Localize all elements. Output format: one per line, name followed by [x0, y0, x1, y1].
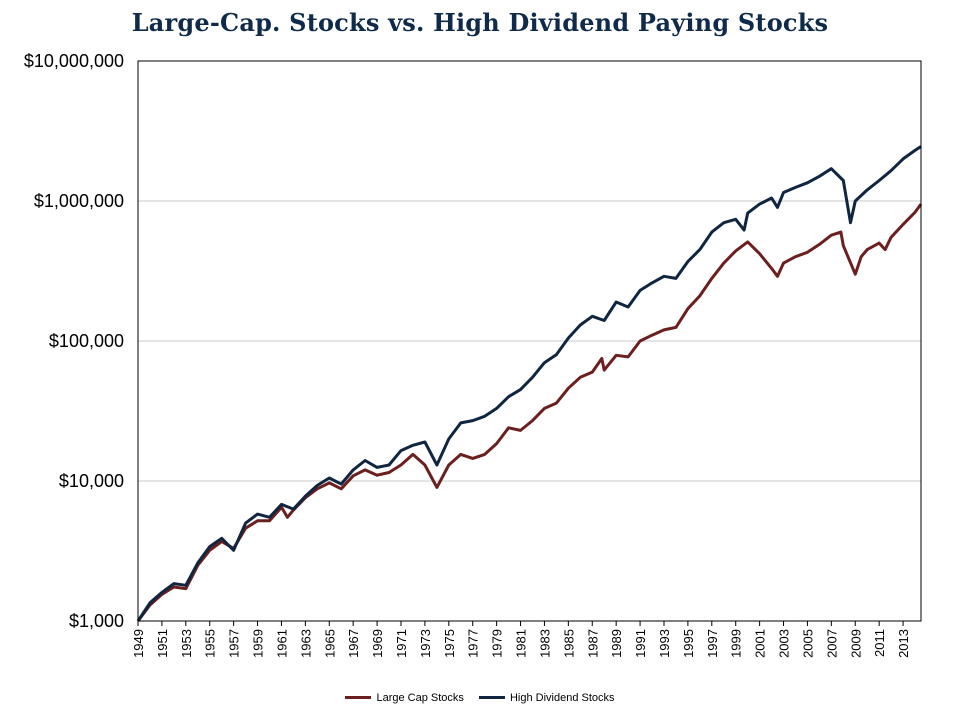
x-tick-label: 1979 [490, 629, 505, 658]
x-tick-label: 1953 [179, 629, 194, 658]
legend-label-large-cap: Large Cap Stocks [376, 691, 464, 704]
chart-title: Large-Cap. Stocks vs. High Dividend Payi… [131, 8, 829, 37]
x-tick-label: 1955 [203, 629, 218, 658]
legend: Large Cap Stocks High Dividend Stocks [0, 690, 960, 704]
x-tick-label: 2005 [800, 629, 815, 658]
x-tick-label: 2011 [872, 629, 887, 657]
x-tick-label: 1959 [251, 629, 266, 658]
y-tick-label: $1,000 [69, 611, 124, 631]
x-tick-label: 1997 [705, 629, 720, 658]
legend-item-high-dividend: High Dividend Stocks [478, 691, 615, 704]
x-tick-label: 1975 [442, 629, 457, 658]
y-tick-label: $100,000 [49, 331, 124, 351]
x-axis-ticks: 1949 1951 1953 1955 1957 1959 1961 1963 1965 1967… [131, 621, 911, 658]
x-tick-label: 1949 [131, 629, 146, 658]
x-tick-label: 1999 [729, 629, 744, 658]
y-tick-label: $10,000 [59, 471, 124, 491]
x-tick-label: 1969 [370, 629, 385, 658]
series-line-high-dividend-stocks [136, 145, 922, 622]
x-tick-label: 1967 [346, 629, 361, 658]
y-tick-label: $10,000,000 [24, 51, 124, 71]
x-tick-label: 1957 [227, 629, 242, 658]
x-tick-label: 1985 [561, 629, 576, 658]
x-tick-label: 1971 [394, 629, 409, 658]
legend-item-large-cap: Large Cap Stocks [345, 691, 464, 704]
x-tick-label: 2003 [777, 629, 792, 658]
series-layer [136, 145, 923, 622]
x-tick-label: 1961 [274, 629, 289, 658]
legend-swatch-high-dividend [478, 696, 505, 699]
x-tick-label: 1977 [466, 629, 481, 658]
x-tick-label: 2013 [896, 629, 911, 658]
legend-label-high-dividend: High Dividend Stocks [509, 691, 615, 704]
x-tick-label: 1995 [681, 629, 696, 658]
x-tick-label: 1991 [633, 629, 648, 658]
x-tick-label: 1983 [537, 629, 552, 658]
series-line-large-cap-stocks [136, 203, 923, 622]
y-tick-label: $1,000,000 [34, 191, 124, 211]
x-tick-label: 1993 [657, 629, 672, 658]
x-tick-label: 1989 [609, 629, 624, 658]
x-tick-label: 1951 [155, 629, 170, 658]
x-tick-label: 1987 [585, 629, 600, 658]
y-axis-ticks: $1,000 $10,000 $100,000 $1,000,000 $10,000,0… [24, 51, 124, 631]
grid-layer [138, 60, 921, 622]
legend-swatch-large-cap [345, 696, 372, 699]
x-tick-label: 1981 [514, 629, 529, 658]
x-tick-label: 2001 [753, 629, 768, 658]
x-tick-label: 2007 [824, 629, 839, 658]
x-tick-label: 1965 [322, 629, 337, 658]
x-tick-label: 1963 [298, 629, 313, 658]
x-tick-label: 1973 [418, 629, 433, 658]
plot-area-frame [137, 60, 922, 622]
x-tick-label: 2009 [848, 629, 863, 658]
